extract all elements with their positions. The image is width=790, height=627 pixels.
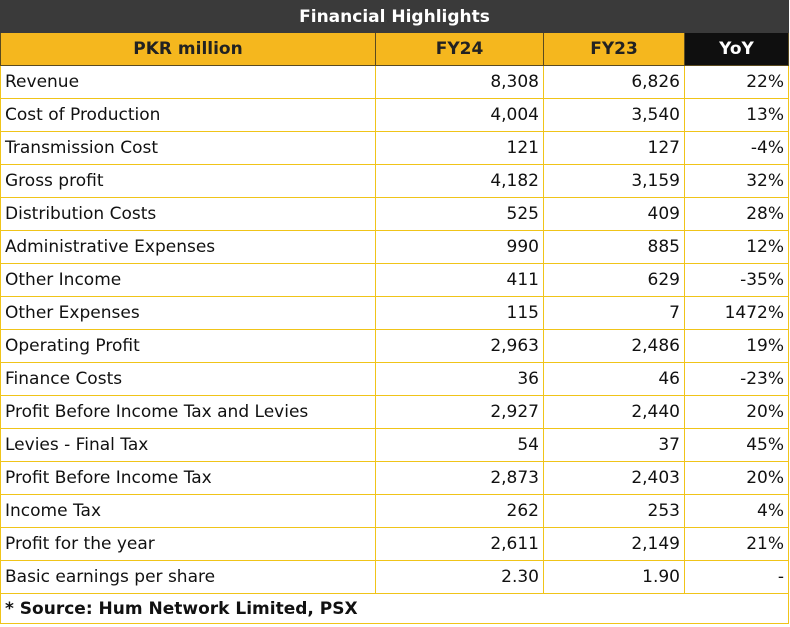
row-fy24-value: 54 — [375, 428, 544, 462]
table-row: Cost of Production 4,004 3,540 13% — [0, 98, 789, 132]
row-label: Cost of Production — [0, 98, 376, 132]
header-pkr-million: PKR million — [0, 32, 376, 66]
header-fy24: FY24 — [375, 32, 544, 66]
table-row: Finance Costs 36 46 -23% — [0, 362, 789, 396]
table-row: Other Income 411 629 -35% — [0, 263, 789, 297]
row-label: Profit Before Income Tax — [0, 461, 376, 495]
row-fy23-value: 2,149 — [543, 527, 685, 561]
row-label: Transmission Cost — [0, 131, 376, 165]
table-title-row: Financial Highlights — [0, 0, 789, 33]
table-row: Profit for the year 2,611 2,149 21% — [0, 527, 789, 561]
source-row: * Source: Hum Network Limited, PSX — [0, 593, 789, 624]
table-row: Income Tax 262 253 4% — [0, 494, 789, 528]
row-fy23-value: 127 — [543, 131, 685, 165]
row-label: Profit Before Income Tax and Levies — [0, 395, 376, 429]
row-fy23-value: 3,159 — [543, 164, 685, 198]
table-row: Gross profit 4,182 3,159 32% — [0, 164, 789, 198]
row-yoy-value: -35% — [684, 263, 789, 297]
row-yoy-value: -23% — [684, 362, 789, 396]
row-fy24-value: 8,308 — [375, 65, 544, 99]
row-fy23-value: 885 — [543, 230, 685, 264]
row-fy24-value: 121 — [375, 131, 544, 165]
row-yoy-value: 20% — [684, 395, 789, 429]
header-fy23: FY23 — [543, 32, 685, 66]
row-fy24-value: 990 — [375, 230, 544, 264]
row-fy23-value: 2,403 — [543, 461, 685, 495]
table-row: Administrative Expenses 990 885 12% — [0, 230, 789, 264]
row-fy23-value: 37 — [543, 428, 685, 462]
row-fy24-value: 411 — [375, 263, 544, 297]
row-yoy-value: 21% — [684, 527, 789, 561]
row-fy24-value: 525 — [375, 197, 544, 231]
row-fy24-value: 2,873 — [375, 461, 544, 495]
row-fy23-value: 3,540 — [543, 98, 685, 132]
row-label: Operating Profit — [0, 329, 376, 363]
row-fy24-value: 4,004 — [375, 98, 544, 132]
row-fy24-value: 2,927 — [375, 395, 544, 429]
row-fy23-value: 7 — [543, 296, 685, 330]
table-row: Transmission Cost 121 127 -4% — [0, 131, 789, 165]
table-row: Levies - Final Tax 54 37 45% — [0, 428, 789, 462]
row-label: Distribution Costs — [0, 197, 376, 231]
row-fy24-value: 262 — [375, 494, 544, 528]
row-yoy-value: 32% — [684, 164, 789, 198]
row-fy24-value: 2,611 — [375, 527, 544, 561]
row-fy24-value: 36 — [375, 362, 544, 396]
row-label: Basic earnings per share — [0, 560, 376, 594]
row-yoy-value: 19% — [684, 329, 789, 363]
row-yoy-value: 20% — [684, 461, 789, 495]
row-fy23-value: 2,440 — [543, 395, 685, 429]
row-yoy-value: 1472% — [684, 296, 789, 330]
source-note: * Source: Hum Network Limited, PSX — [0, 593, 789, 624]
table-title: Financial Highlights — [0, 0, 789, 33]
row-label: Gross profit — [0, 164, 376, 198]
row-fy23-value: 2,486 — [543, 329, 685, 363]
table-row: Profit Before Income Tax and Levies 2,927… — [0, 395, 789, 429]
row-label: Revenue — [0, 65, 376, 99]
table-row: Operating Profit 2,963 2,486 19% — [0, 329, 789, 363]
row-label: Other Expenses — [0, 296, 376, 330]
row-yoy-value: 12% — [684, 230, 789, 264]
row-fy23-value: 253 — [543, 494, 685, 528]
row-label: Other Income — [0, 263, 376, 297]
row-label: Finance Costs — [0, 362, 376, 396]
row-fy23-value: 46 — [543, 362, 685, 396]
table-row: Profit Before Income Tax 2,873 2,403 20% — [0, 461, 789, 495]
row-fy23-value: 6,826 — [543, 65, 685, 99]
row-yoy-value: 4% — [684, 494, 789, 528]
row-label: Profit for the year — [0, 527, 376, 561]
row-label: Administrative Expenses — [0, 230, 376, 264]
row-yoy-value: -4% — [684, 131, 789, 165]
row-yoy-value: 22% — [684, 65, 789, 99]
row-fy23-value: 629 — [543, 263, 685, 297]
row-fy24-value: 2.30 — [375, 560, 544, 594]
table-header-row: PKR million FY24 FY23 YoY — [0, 32, 789, 66]
table-row: Distribution Costs 525 409 28% — [0, 197, 789, 231]
row-label: Levies - Final Tax — [0, 428, 376, 462]
table-row: Other Expenses 115 7 1472% — [0, 296, 789, 330]
table-row: Revenue 8,308 6,826 22% — [0, 65, 789, 99]
row-yoy-value: - — [684, 560, 789, 594]
row-fy24-value: 2,963 — [375, 329, 544, 363]
row-yoy-value: 13% — [684, 98, 789, 132]
row-fy23-value: 1.90 — [543, 560, 685, 594]
header-yoy: YoY — [684, 32, 789, 66]
row-fy23-value: 409 — [543, 197, 685, 231]
row-yoy-value: 28% — [684, 197, 789, 231]
table-row: Basic earnings per share 2.30 1.90- — [0, 560, 789, 594]
row-yoy-value: 45% — [684, 428, 789, 462]
row-label: Income Tax — [0, 494, 376, 528]
row-fy24-value: 115 — [375, 296, 544, 330]
row-fy24-value: 4,182 — [375, 164, 544, 198]
